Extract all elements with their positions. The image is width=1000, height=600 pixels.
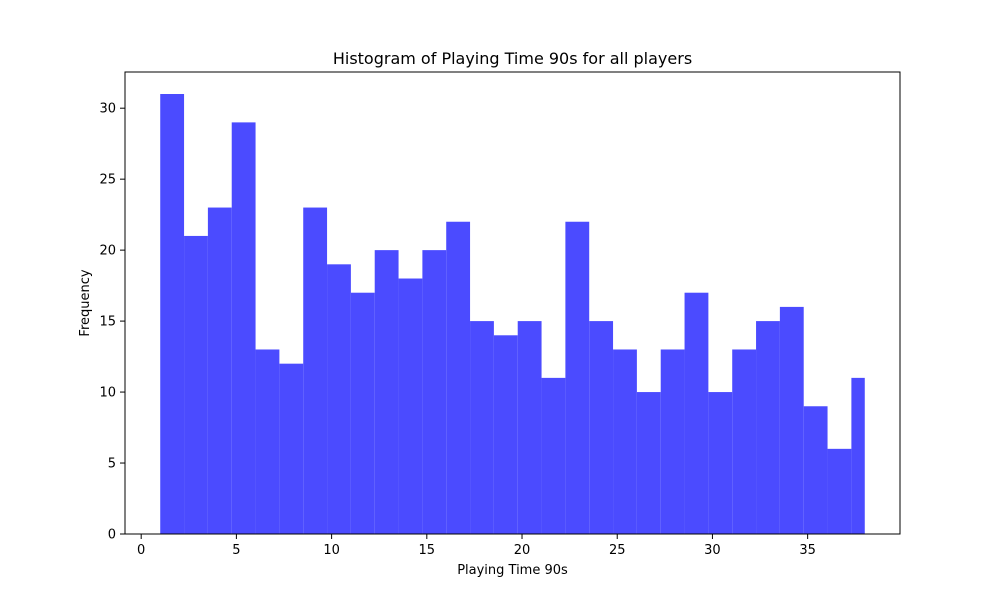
x-axis-ticks: 0 5 10 15 20 25 30 35 bbox=[137, 534, 816, 558]
x-tick-label: 35 bbox=[799, 543, 816, 558]
histogram-bar bbox=[827, 448, 852, 534]
histogram-bar bbox=[398, 278, 423, 534]
histogram-bar bbox=[565, 221, 590, 534]
x-tick-label: 5 bbox=[232, 543, 240, 558]
histogram-bar bbox=[708, 392, 733, 534]
histogram-bar bbox=[207, 207, 232, 534]
y-tick-label: 15 bbox=[99, 315, 116, 330]
histogram-bar bbox=[327, 264, 351, 534]
histogram-bar bbox=[589, 321, 614, 534]
y-axis-label: Frequency bbox=[78, 269, 93, 336]
histogram-bar bbox=[303, 207, 328, 534]
histogram-bar bbox=[493, 335, 518, 534]
histogram-bar bbox=[613, 349, 637, 534]
histogram-bar bbox=[422, 250, 447, 534]
histogram-bar bbox=[231, 122, 256, 535]
histogram-bar bbox=[446, 221, 471, 534]
x-tick-label: 15 bbox=[419, 543, 436, 558]
histogram-bar bbox=[779, 306, 804, 534]
histogram-bar bbox=[470, 321, 494, 534]
y-tick-label: 0 bbox=[108, 528, 116, 543]
y-tick-label: 30 bbox=[99, 102, 116, 117]
chart-title: Histogram of Playing Time 90s for all pl… bbox=[333, 49, 692, 68]
histogram-bar bbox=[803, 406, 828, 534]
x-tick-label: 30 bbox=[704, 543, 721, 558]
x-axis-label: Playing Time 90s bbox=[457, 563, 568, 578]
histogram-bar bbox=[517, 321, 542, 534]
histogram-bar bbox=[732, 349, 757, 534]
plot-frame bbox=[124, 71, 901, 535]
histogram-bar bbox=[184, 235, 208, 534]
histogram-bar bbox=[279, 363, 304, 534]
y-tick-label: 10 bbox=[99, 386, 116, 401]
x-tick-label: 25 bbox=[609, 543, 626, 558]
histogram-bar bbox=[374, 250, 399, 534]
x-tick-label: 10 bbox=[323, 543, 340, 558]
histogram-bar bbox=[255, 349, 280, 534]
histogram-bar bbox=[684, 292, 709, 534]
histogram-bar bbox=[350, 292, 375, 534]
x-tick-label: 20 bbox=[514, 543, 531, 558]
histogram-bar bbox=[660, 349, 685, 534]
bars-group bbox=[160, 94, 865, 535]
histogram-bar bbox=[541, 377, 566, 534]
histogram-bar bbox=[851, 377, 865, 534]
y-tick-label: 25 bbox=[99, 173, 116, 188]
histogram-bar bbox=[636, 392, 661, 534]
y-axis-ticks: 0 5 10 15 20 25 30 bbox=[99, 102, 125, 543]
y-tick-label: 5 bbox=[108, 457, 116, 472]
x-tick-label: 0 bbox=[137, 543, 145, 558]
histogram-bar bbox=[160, 94, 185, 534]
y-tick-label: 20 bbox=[99, 244, 116, 259]
histogram-bar bbox=[756, 321, 780, 534]
